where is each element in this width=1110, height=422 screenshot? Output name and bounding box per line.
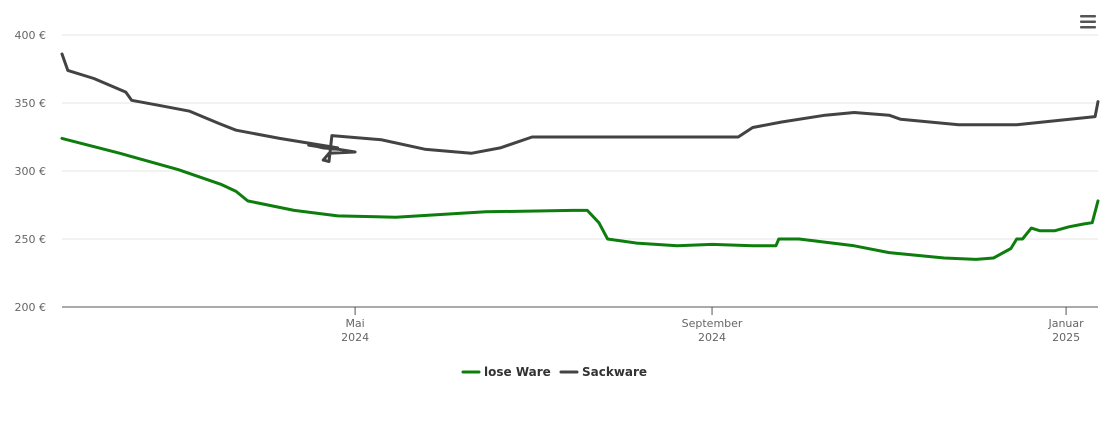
legend-item-lose-ware[interactable]: lose Ware (461, 365, 551, 379)
x-tick-label-year: 2025 (1052, 331, 1080, 344)
y-tick-label: 200 € (15, 301, 47, 314)
gridlines (62, 34, 1098, 240)
y-tick-label: 250 € (15, 233, 47, 246)
chart-menu-button[interactable] (1074, 10, 1102, 34)
x-tick-label-year: 2024 (698, 331, 726, 344)
x-tick-label-month: Januar (1047, 317, 1084, 330)
x-tick-label-year: 2024 (341, 331, 369, 344)
y-tick-label: 300 € (15, 165, 47, 178)
legend-item-sackware[interactable]: Sackware (559, 365, 647, 379)
y-tick-label: 400 € (15, 29, 47, 42)
legend: lose Ware Sackware (461, 365, 647, 379)
x-tick-label-month: Mai (345, 317, 364, 330)
hamburger-menu-icon (1080, 15, 1096, 29)
legend-label-lose-ware: lose Ware (484, 365, 551, 379)
y-tick-label: 350 € (15, 97, 47, 110)
legend-label-sackware: Sackware (582, 365, 647, 379)
x-tick-label-month: September (682, 317, 743, 330)
series-line-sackware (60, 52, 1100, 163)
series-lines (60, 52, 1100, 261)
series-line-lose-ware (60, 136, 1100, 261)
y-axis-tick-labels: 200 € 250 € 300 € 350 € 400 € (15, 29, 47, 314)
